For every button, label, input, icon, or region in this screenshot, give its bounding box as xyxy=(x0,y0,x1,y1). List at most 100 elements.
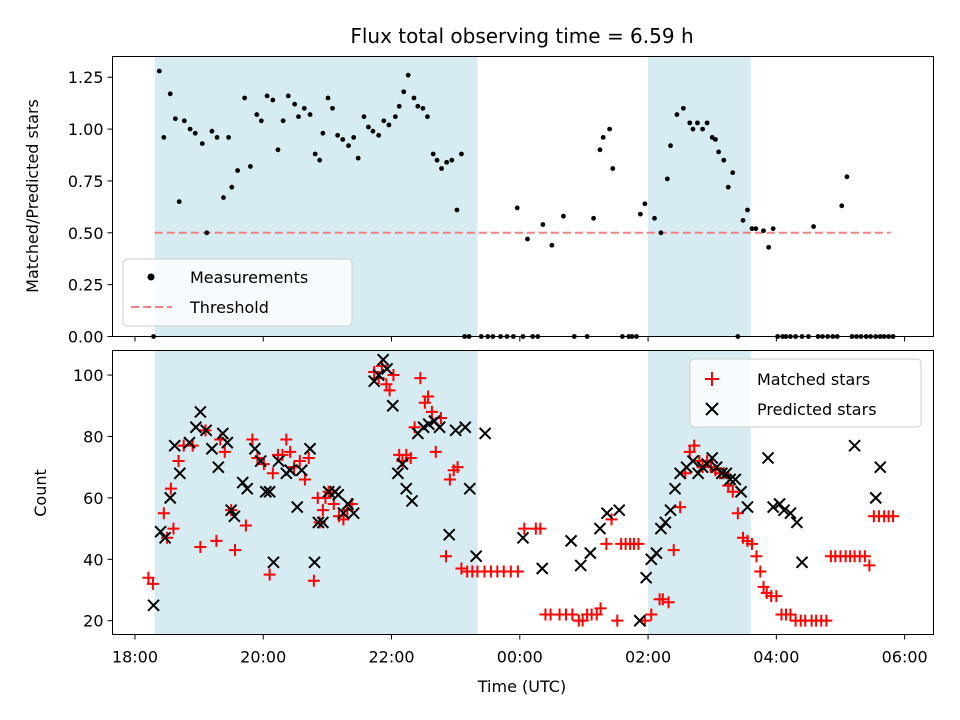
predicted-star-point xyxy=(332,488,345,502)
measurement-point xyxy=(401,89,407,95)
measurement-point xyxy=(766,244,772,250)
matched-star-point xyxy=(239,519,252,532)
measurement-point xyxy=(204,230,210,236)
top-y-tick-label: 0.25 xyxy=(68,276,104,295)
matched-star-point xyxy=(429,445,442,458)
predicted-star-point xyxy=(715,467,729,480)
measurement-point xyxy=(346,143,351,149)
measurement-point xyxy=(844,174,850,180)
matched-star-point xyxy=(757,580,770,593)
bottom-shaded-spans xyxy=(154,350,751,635)
measurement-point xyxy=(687,120,693,126)
predicted-star-point xyxy=(183,436,196,449)
measurement-point xyxy=(386,122,392,128)
x-tick-label: 00:00 xyxy=(497,648,543,667)
measurement-point xyxy=(376,132,382,138)
predicted-star-point xyxy=(189,421,203,434)
predicted-star-point xyxy=(405,494,419,508)
matched-star-point xyxy=(594,602,607,615)
matched-star-point xyxy=(731,507,744,520)
measurement-point xyxy=(312,151,318,157)
measurement-point xyxy=(716,149,722,155)
predicted-star-point xyxy=(777,503,791,517)
matched-star-point xyxy=(146,577,159,590)
measurement-point xyxy=(209,128,215,134)
matched-star-point xyxy=(518,522,531,535)
matched-star-point xyxy=(368,365,381,378)
bottom-y-tick-label: 100 xyxy=(73,366,104,385)
matched-star-point xyxy=(863,559,876,572)
matched-star-point xyxy=(784,608,797,621)
measurement-point xyxy=(285,93,291,99)
measurement-point xyxy=(439,166,444,171)
predicted-star-point xyxy=(199,424,213,437)
matched-star-point xyxy=(632,537,645,550)
predicted-star-point xyxy=(372,368,385,382)
measurement-point xyxy=(280,118,286,124)
matched-star-point xyxy=(229,544,242,557)
predicted-star-point xyxy=(259,485,273,498)
legend-predicted-stars: Predicted stars xyxy=(757,400,877,419)
measurement-point xyxy=(658,230,664,236)
predicted-star-point xyxy=(686,454,700,468)
measurement-point xyxy=(449,157,455,163)
matched-star-point xyxy=(645,608,658,621)
matched-star-point xyxy=(293,455,306,468)
predicted-star-point xyxy=(600,507,614,520)
matched-star-point xyxy=(745,537,758,550)
measurement-point xyxy=(229,184,235,190)
measurement-point xyxy=(292,101,298,107)
predicted-star-point xyxy=(295,464,308,477)
predicted-star-point xyxy=(633,614,646,627)
matched-star-point xyxy=(307,574,320,587)
predicted-star-point xyxy=(308,556,321,569)
matched-star-point xyxy=(440,550,453,563)
measurement-point xyxy=(214,134,220,140)
measurement-point xyxy=(761,228,766,234)
legend-threshold: Threshold xyxy=(189,298,269,317)
measurement-point xyxy=(254,112,260,117)
top-y-tick-label: 0.50 xyxy=(68,224,104,243)
measurement-point xyxy=(664,176,670,182)
matched-star-point xyxy=(887,510,900,523)
matched-star-point xyxy=(276,448,289,461)
measurement-point xyxy=(325,95,331,101)
matched-star-point xyxy=(511,565,524,578)
top-measurement-points xyxy=(151,68,896,339)
predicted-star-point xyxy=(194,405,207,419)
predicted-star-point xyxy=(790,516,804,529)
matched-star-point xyxy=(576,614,589,627)
predicted-star-point xyxy=(341,497,355,511)
predicted-stars-points xyxy=(147,353,887,627)
predicted-star-point xyxy=(386,399,400,412)
predicted-star-point xyxy=(574,559,587,572)
predicted-star-point xyxy=(613,503,626,517)
measurement-point xyxy=(296,114,301,120)
measurement-point xyxy=(307,112,313,117)
predicted-star-point xyxy=(263,485,276,498)
predicted-star-point xyxy=(459,421,472,434)
predicted-star-point xyxy=(761,451,775,465)
measurement-point xyxy=(411,95,417,101)
predicted-star-point xyxy=(584,546,597,560)
matched-star-point xyxy=(266,467,279,480)
bottom-legend-box xyxy=(689,358,922,428)
measurement-point xyxy=(642,201,648,207)
matched-star-point xyxy=(414,372,427,385)
measurement-point xyxy=(610,166,616,171)
measurement-point xyxy=(704,120,710,126)
measurement-point xyxy=(591,215,596,221)
measurement-point xyxy=(700,126,705,132)
measurement-point xyxy=(690,126,696,132)
measurement-point xyxy=(366,124,371,130)
matched-star-point xyxy=(566,608,579,621)
predicted-star-point xyxy=(723,473,737,486)
bottom-axes-frame xyxy=(112,350,934,635)
matched-star-point xyxy=(298,473,311,486)
measurement-point xyxy=(248,164,253,169)
measurement-point xyxy=(745,207,750,213)
top-y-tick-label: 1.00 xyxy=(68,120,104,139)
predicted-star-point xyxy=(272,454,285,468)
top-y-tick-label: 0.75 xyxy=(68,172,104,191)
predicted-star-point xyxy=(164,491,177,505)
